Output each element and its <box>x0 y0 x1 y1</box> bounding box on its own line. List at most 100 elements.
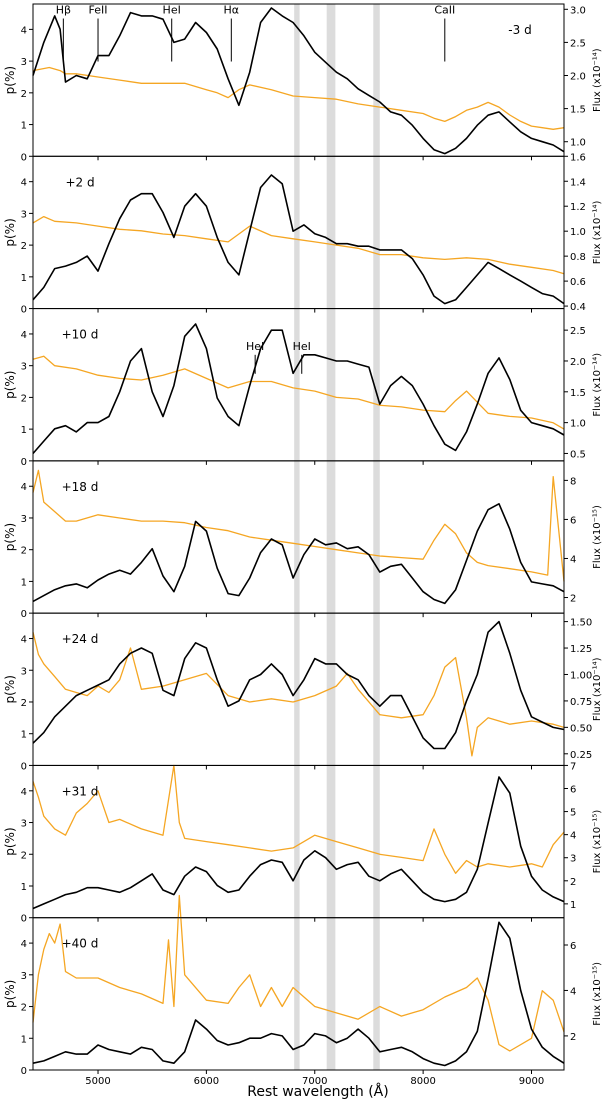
epoch-label: +40 d <box>62 937 99 951</box>
right-tick-label: 1.0 <box>570 227 586 238</box>
left-tick-label: 0 <box>21 761 27 772</box>
right-tick-label: 1.4 <box>570 177 586 188</box>
right-tick-label: 0.5 <box>570 449 586 460</box>
right-tick-label: 0.50 <box>570 723 592 734</box>
right-axis-label: Flux (x10⁻¹⁴) <box>592 48 603 112</box>
left-tick-label: 4 <box>21 482 27 493</box>
line-annotation-label: HeI <box>246 340 264 353</box>
right-tick-label: 2 <box>570 594 576 605</box>
left-tick-label: 3 <box>21 666 27 677</box>
panel-7: 0 1 2 3 4 2 4 6 p(%) Flux (x10⁻¹⁵) +40 d <box>3 894 603 1077</box>
left-tick-label: 4 <box>21 178 27 189</box>
left-tick-label: 3 <box>21 57 27 68</box>
epoch-label: +2 d <box>65 175 94 189</box>
left-axis-label: p(%) <box>3 218 17 246</box>
panels-layer: 0 1 2 3 4 1.0 1.5 2.0 2.5 3.0 p(%) Flux (x10⁻¹⁴) -3 … <box>3 3 603 1077</box>
right-tick-label: 4 <box>570 554 576 565</box>
polarization-series <box>32 894 565 1052</box>
left-tick-label: 0 <box>21 152 27 163</box>
right-axis-label: Flux (x10⁻¹⁴) <box>592 200 603 264</box>
right-tick-label: 6 <box>570 785 576 796</box>
panel-1: 0 1 2 3 4 1.0 1.5 2.0 2.5 3.0 p(%) Flux (x10⁻¹⁴) -3 … <box>3 3 603 163</box>
flux-series <box>32 7 565 155</box>
x-tick-label: 6000 <box>194 1076 219 1087</box>
right-tick-label: 4 <box>570 986 576 997</box>
right-axis-label: Flux (x10⁻¹⁵) <box>592 962 603 1026</box>
left-tick-label: 0 <box>21 609 27 620</box>
right-tick-label: 0.8 <box>570 252 586 263</box>
left-tick-label: 2 <box>21 1003 27 1014</box>
x-tick-label: 9000 <box>519 1076 544 1087</box>
left-tick-label: 0 <box>21 914 27 925</box>
epoch-label: +24 d <box>62 632 99 646</box>
polarization-series <box>32 66 565 130</box>
right-axis-label: Flux (x10⁻¹⁴) <box>592 657 603 721</box>
flux-series <box>32 323 565 455</box>
left-tick-label: 3 <box>21 362 27 373</box>
right-tick-label: 2.5 <box>570 326 586 337</box>
flux-series <box>32 776 565 910</box>
left-tick-label: 4 <box>21 25 27 36</box>
line-annotation-label: CaII <box>434 4 455 17</box>
left-tick-label: 3 <box>21 971 27 982</box>
right-tick-label: 1.5 <box>570 388 586 399</box>
left-axis-label: p(%) <box>3 980 17 1008</box>
flux-series <box>32 921 565 1067</box>
left-tick-label: 3 <box>21 514 27 525</box>
x-axis-label: Rest wavelength (Å) <box>247 1083 388 1100</box>
telluric-bands-layer <box>294 4 380 1070</box>
flux-series <box>32 174 565 305</box>
line-annotation-label: Hβ <box>56 4 71 17</box>
polarization-series <box>32 215 565 275</box>
left-tick-label: 2 <box>21 698 27 709</box>
left-axis-label: p(%) <box>3 827 17 855</box>
polarization-series <box>32 469 565 582</box>
right-tick-label: 3 <box>570 854 576 865</box>
right-tick-label: 2.0 <box>570 357 586 368</box>
left-tick-label: 2 <box>21 850 27 861</box>
right-tick-label: 0.25 <box>570 750 592 761</box>
right-tick-label: 2.0 <box>570 72 586 83</box>
right-tick-label: 1.5 <box>570 105 586 116</box>
left-tick-label: 1 <box>21 273 27 284</box>
right-tick-label: 1.25 <box>570 644 592 655</box>
left-tick-label: 2 <box>21 89 27 100</box>
epoch-label: +10 d <box>62 328 99 342</box>
telluric-band-2 <box>326 4 336 1070</box>
left-axis-label: p(%) <box>3 523 17 551</box>
epoch-label: +18 d <box>62 480 99 494</box>
left-tick-label: 3 <box>21 209 27 220</box>
right-axis-label: Flux (x10⁻¹⁵) <box>592 505 603 569</box>
right-tick-label: 8 <box>570 476 576 487</box>
left-axis-label: p(%) <box>3 675 17 703</box>
right-tick-label: 2 <box>570 877 576 888</box>
left-tick-label: 1 <box>21 882 27 893</box>
panel-4: 0 1 2 3 4 2 4 6 8 p(%) Flux (x10⁻¹⁵) +18 d <box>3 460 603 620</box>
right-axis-label: Flux (x10⁻¹⁴) <box>592 353 603 417</box>
line-annotation-label: HeI <box>293 340 311 353</box>
panel-frame <box>32 917 565 1071</box>
line-annotation-label: FeII <box>89 4 108 17</box>
right-tick-label: 5 <box>570 808 576 819</box>
right-tick-label: 2 <box>570 1032 576 1043</box>
right-tick-label: 1.50 <box>570 618 592 629</box>
left-tick-label: 1 <box>21 121 27 132</box>
panel-2: 0 1 2 3 4 0.4 0.6 0.8 1.0 1.2 1.4 1.6 p(%) Flux (x10⁻… <box>3 152 603 315</box>
x-tick-label: 8000 <box>410 1076 435 1087</box>
right-tick-label: 1.0 <box>570 138 586 149</box>
right-tick-label: 1.0 <box>570 419 586 430</box>
left-tick-label: 4 <box>21 787 27 798</box>
right-tick-label: 6 <box>570 515 576 526</box>
telluric-band-1 <box>294 4 300 1070</box>
right-tick-label: 2.5 <box>570 38 586 49</box>
left-tick-label: 1 <box>21 1034 27 1045</box>
right-tick-label: 1 <box>570 900 576 911</box>
left-tick-label: 1 <box>21 425 27 436</box>
epoch-label: -3 d <box>508 23 531 37</box>
right-tick-label: 6 <box>570 941 576 952</box>
bottom-x-axis: 5000 6000 7000 8000 9000 <box>85 1076 544 1087</box>
left-axis-label: p(%) <box>3 371 17 399</box>
right-tick-label: 4 <box>570 831 576 842</box>
flux-series <box>32 620 565 750</box>
line-annotation-label: Hα <box>224 4 240 17</box>
